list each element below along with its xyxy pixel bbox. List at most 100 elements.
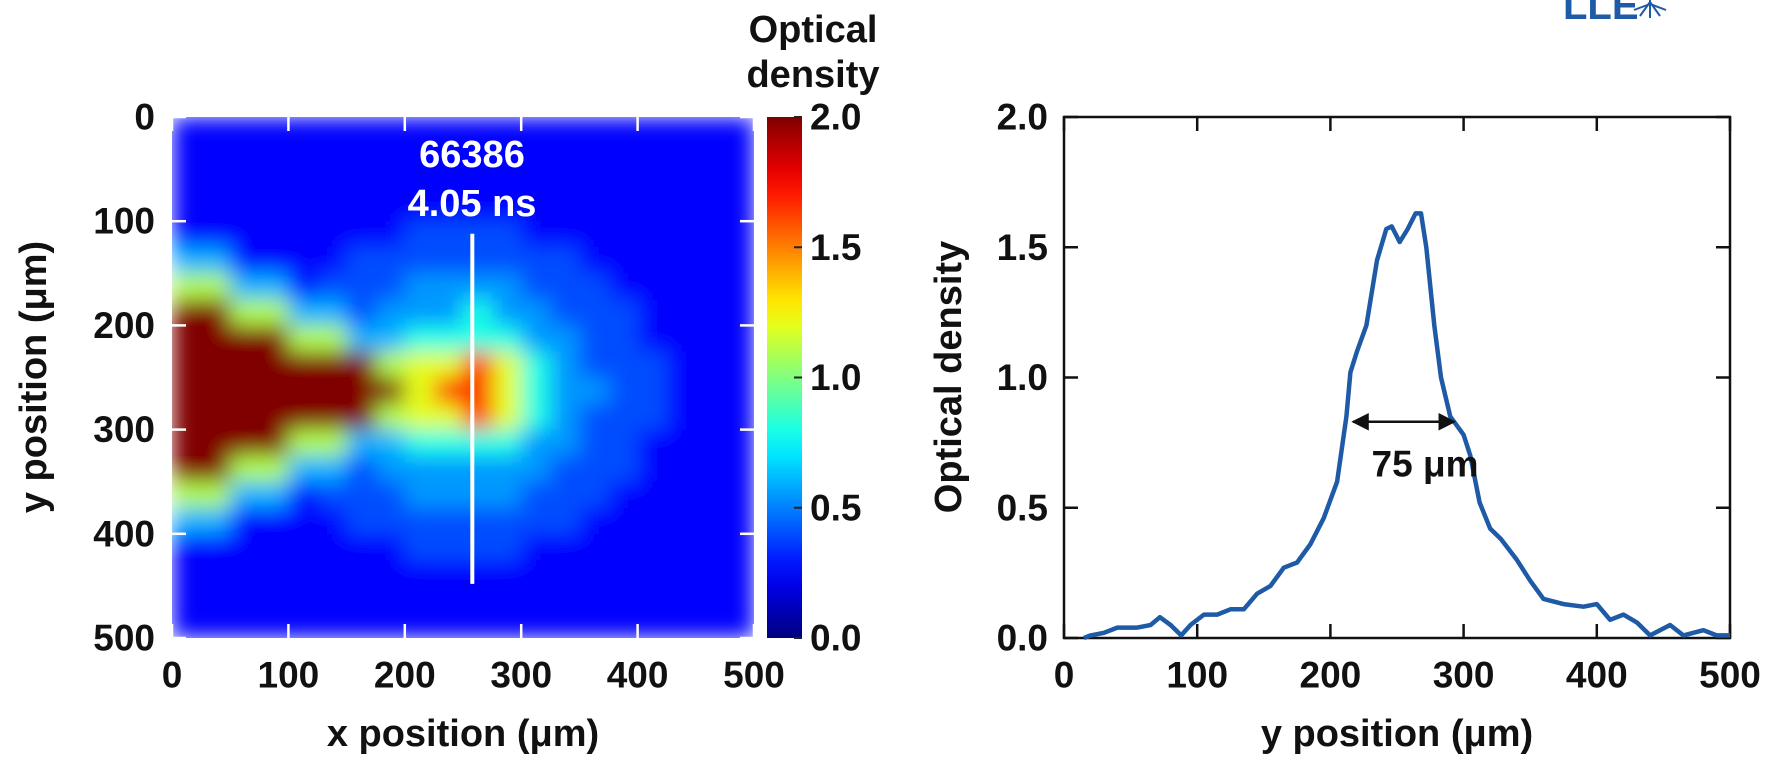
heat-cell — [288, 351, 319, 379]
heat-cell — [579, 299, 610, 326]
heat-cell — [521, 117, 551, 144]
heat-cell — [666, 143, 697, 170]
heat-cell — [201, 429, 231, 457]
heat-cell — [404, 559, 435, 587]
heat-cell — [346, 195, 377, 222]
heat-cell — [666, 533, 697, 561]
y-tick-label: 100 — [93, 201, 155, 242]
logo: LLE — [1563, 0, 1639, 28]
heat-cell — [579, 481, 610, 509]
heat-cell — [317, 221, 348, 248]
heat-cell — [608, 533, 639, 561]
heat-cell — [521, 143, 551, 170]
heat-cell — [317, 195, 348, 222]
heat-cell — [288, 221, 319, 248]
heat-cell — [375, 351, 406, 379]
heat-cell — [550, 325, 580, 353]
y-tick-label: 1.0 — [997, 357, 1048, 398]
heat-cell — [375, 533, 406, 561]
heat-cell — [201, 143, 231, 170]
heat-cell — [579, 117, 610, 144]
heat-cell — [259, 429, 289, 457]
heat-cell — [259, 325, 289, 353]
heat-cell — [317, 585, 348, 613]
heat-cell — [695, 247, 726, 274]
heat-cell — [695, 455, 726, 483]
heat-cell — [550, 351, 580, 379]
heat-cell — [579, 455, 610, 483]
heat-cell — [230, 507, 260, 535]
heat-cell — [463, 455, 493, 483]
heat-cell — [608, 351, 639, 379]
heat-cell — [579, 533, 610, 561]
heat-cell — [695, 351, 726, 379]
heat-cell — [666, 585, 697, 613]
heat-cell — [521, 455, 551, 483]
annotation: 75 μm — [1372, 443, 1479, 484]
heat-cell — [172, 507, 202, 535]
heat-cell — [637, 117, 668, 144]
heat-cell — [172, 169, 202, 196]
x-tick-label: 100 — [258, 655, 320, 696]
heat-cell — [288, 611, 319, 638]
heat-cell — [317, 117, 348, 144]
heat-cell — [317, 247, 348, 274]
heat-cell — [695, 299, 726, 326]
heat-cell — [550, 143, 580, 170]
y-tick-label: 0 — [134, 97, 155, 138]
heat-cell — [288, 403, 319, 431]
heat-cell — [433, 221, 464, 248]
heat-cell — [201, 221, 231, 248]
heat-cell — [201, 559, 231, 587]
heat-cell — [608, 481, 639, 509]
heat-cell — [172, 585, 202, 613]
heat-cell — [375, 221, 406, 248]
heat-cell — [637, 455, 668, 483]
heat-cell — [550, 195, 580, 222]
heat-cell — [404, 169, 435, 196]
heat-cell — [317, 481, 348, 509]
heat-cell — [404, 195, 435, 222]
heat-cell — [288, 533, 319, 561]
heat-cell — [433, 507, 464, 535]
heat-cell — [492, 455, 522, 483]
heat-cell — [259, 273, 289, 300]
heat-cell — [463, 533, 493, 561]
heat-cell — [463, 481, 493, 509]
heat-cell — [259, 117, 289, 144]
heat-cell — [375, 455, 406, 483]
y-axis-label: y position (μm) — [13, 241, 55, 513]
heat-cell — [201, 169, 231, 196]
heat-cell — [724, 429, 754, 457]
heat-cell — [521, 559, 551, 587]
heat-cell — [259, 559, 289, 587]
heat-cell — [608, 403, 639, 431]
heat-cell — [637, 559, 668, 587]
heat-cell — [433, 481, 464, 509]
heat-cell — [637, 611, 668, 638]
heat-cell — [259, 481, 289, 509]
heat-cell — [637, 325, 668, 353]
heat-cell — [433, 169, 464, 196]
heat-cell — [608, 325, 639, 353]
heat-cell — [346, 247, 377, 274]
heat-cell — [288, 117, 319, 144]
heat-cell — [288, 507, 319, 535]
y-tick-label: 2.0 — [997, 97, 1048, 138]
heat-cell — [637, 143, 668, 170]
heat-cell — [172, 611, 202, 638]
y-tick-label: 300 — [93, 409, 155, 450]
heat-cell — [346, 221, 377, 248]
heat-cell — [230, 455, 260, 483]
heat-cell — [259, 169, 289, 196]
heat-cell — [404, 221, 435, 248]
heat-cell — [375, 325, 406, 353]
heat-cell — [201, 117, 231, 144]
y-tick-label: 0.5 — [997, 487, 1048, 528]
heat-cell — [404, 507, 435, 535]
heat-cell — [201, 585, 231, 613]
heat-cell — [550, 117, 580, 144]
heat-cell — [433, 299, 464, 326]
heat-cell — [317, 325, 348, 353]
heat-cell — [695, 221, 726, 248]
